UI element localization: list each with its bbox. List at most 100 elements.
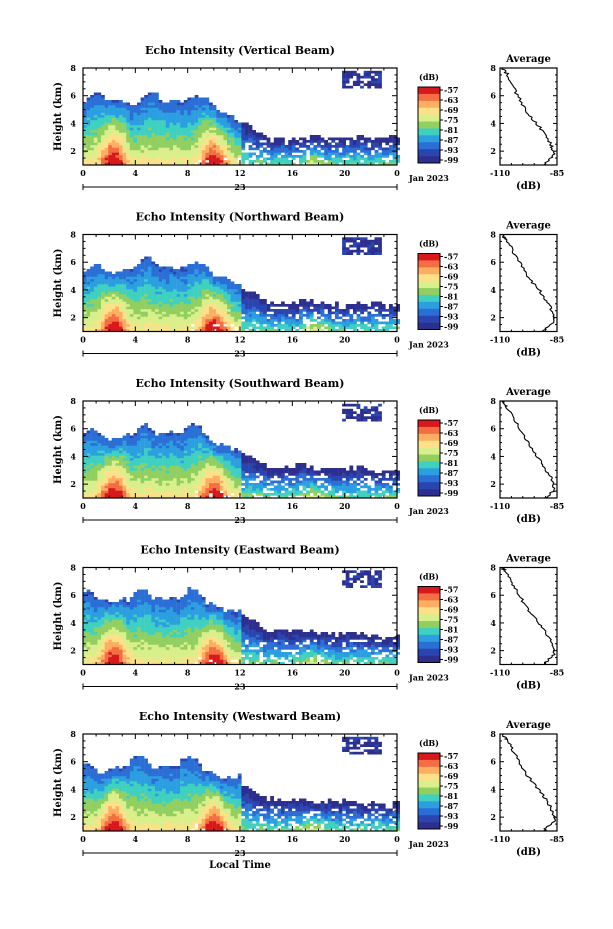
colorbar-tick-label: -99 bbox=[444, 655, 459, 665]
colorbar-swatch bbox=[418, 634, 440, 643]
colorbar-swatch bbox=[418, 135, 440, 143]
x-tick-label: 0 bbox=[394, 668, 400, 678]
colorbar-swatch bbox=[418, 787, 440, 795]
y-tick-label: 4 bbox=[70, 618, 76, 628]
profile-line bbox=[500, 567, 556, 665]
colorbar-swatch bbox=[418, 794, 440, 802]
x-tick-label: 4 bbox=[133, 834, 139, 844]
x-tick-label: 12 bbox=[234, 168, 245, 178]
y-tick-label: 4 bbox=[70, 285, 76, 295]
panel-title: Echo Intensity (Northward Beam) bbox=[136, 211, 345, 224]
x-tick-label: 0 bbox=[80, 168, 86, 178]
colorbar-tick-label: -87 bbox=[444, 635, 458, 645]
y-tick-label: 8 bbox=[70, 729, 76, 739]
colorbar-swatch bbox=[418, 274, 440, 282]
y-axis-label: Height (km) bbox=[53, 249, 64, 318]
date-month: Jan 2023 bbox=[408, 506, 449, 516]
profile-title: Average bbox=[505, 221, 551, 232]
x-axis: 0 4 8 12 16 20 0 23 Jan 2023 bbox=[80, 68, 449, 192]
x-tick-label: 0 bbox=[80, 834, 86, 844]
x-tick-label: 12 bbox=[234, 834, 245, 844]
x-tick-label: 16 bbox=[287, 501, 299, 511]
colorbar-swatch bbox=[418, 149, 440, 157]
profile-y-tick-label: 4 bbox=[490, 285, 496, 295]
colorbar-swatch bbox=[418, 482, 440, 490]
profile-x-tick-label: -85 bbox=[550, 501, 564, 511]
colorbar-swatch bbox=[418, 93, 440, 102]
profile-y-tick-label: 2 bbox=[490, 646, 496, 656]
x-tick-label: 0 bbox=[80, 335, 86, 345]
colorbar-swatch bbox=[418, 128, 440, 136]
profile-y-tick-label: 6 bbox=[490, 590, 496, 600]
colorbar-swatch bbox=[418, 107, 440, 115]
profile-y-tick-label: 8 bbox=[490, 729, 496, 739]
colorbar-tick-label: -87 bbox=[444, 468, 458, 478]
date-month: Jan 2023 bbox=[408, 173, 449, 183]
y-tick-label: 4 bbox=[70, 451, 76, 461]
colorbar-swatch bbox=[418, 142, 440, 150]
colorbar-tick-label: -75 bbox=[444, 115, 458, 125]
colorbar-swatch bbox=[418, 156, 440, 164]
colorbar-swatch bbox=[418, 468, 440, 476]
colorbar-swatch bbox=[418, 322, 440, 330]
colorbar-swatch bbox=[418, 288, 440, 296]
x-tick-label: 12 bbox=[234, 501, 245, 511]
profile-y-tick-label: 2 bbox=[490, 812, 496, 822]
x-axis: 0 4 8 12 16 20 0 23 Jan 2023 bbox=[80, 567, 449, 692]
colorbar-tick-label: -81 bbox=[444, 625, 458, 635]
x-tick-label: 8 bbox=[185, 668, 191, 678]
x-tick-label: 16 bbox=[287, 668, 299, 678]
x-tick-label: 4 bbox=[133, 335, 139, 345]
x-tick-label: 4 bbox=[133, 668, 139, 678]
profile-y-tick-label: 4 bbox=[490, 618, 496, 628]
profile-y-tick-label: 4 bbox=[490, 118, 496, 128]
colorbar-tick-label: -75 bbox=[444, 282, 458, 292]
colorbar-tick-label: -81 bbox=[444, 292, 458, 302]
y-tick-label: 2 bbox=[70, 812, 76, 822]
colorbar-swatch bbox=[418, 420, 440, 428]
y-axis: 2 4 6 8 Height (km) bbox=[53, 563, 397, 665]
colorbar-tick-label: -93 bbox=[444, 811, 459, 821]
y-axis-label: Height (km) bbox=[53, 82, 64, 151]
colorbar: (dB) -57-63-69-75-81-87-93-99 bbox=[417, 72, 459, 165]
heatmap bbox=[83, 70, 400, 166]
average-profile: Average 2 4 6 8 -110 -85 (dB) bbox=[490, 221, 564, 359]
profile-y-tick-label: 2 bbox=[490, 146, 496, 156]
x-axis: 0 4 8 12 16 20 0 23 Jan 2023 bbox=[80, 401, 449, 525]
colorbar-tick-label: -69 bbox=[444, 771, 459, 781]
x-tick-label: 20 bbox=[339, 168, 351, 178]
profile-line bbox=[500, 67, 556, 166]
date-day: 23 bbox=[234, 349, 246, 359]
heatmap bbox=[83, 237, 400, 332]
colorbar-tick-label: -57 bbox=[444, 751, 458, 761]
colorbar-swatch bbox=[418, 627, 440, 636]
x-tick-label: 0 bbox=[394, 501, 400, 511]
colorbar-swatch bbox=[418, 773, 440, 781]
y-tick-label: 8 bbox=[70, 563, 76, 573]
profile-line bbox=[501, 233, 556, 332]
panel-title: Echo Intensity (Vertical Beam) bbox=[145, 44, 335, 57]
profile-x-tick-label: -85 bbox=[550, 834, 564, 844]
profile-x-label: (dB) bbox=[516, 348, 541, 359]
panel-2: Echo Intensity (Northward Beam)0 4 8 12 16 20… bbox=[53, 211, 564, 359]
colorbar-swatch bbox=[418, 607, 440, 615]
profile-title: Average bbox=[505, 554, 551, 565]
x-tick-label: 0 bbox=[394, 168, 400, 178]
x-tick-label: 0 bbox=[394, 834, 400, 844]
average-profile: Average 2 4 6 8 -110 -85 (dB) bbox=[490, 54, 564, 192]
y-axis: 2 4 6 8 Height (km) bbox=[53, 230, 397, 332]
colorbar-swatch bbox=[418, 475, 440, 483]
colorbar-swatch bbox=[418, 121, 440, 129]
colorbar-swatch bbox=[418, 461, 440, 469]
colorbar-unit: (dB) bbox=[419, 572, 439, 582]
y-tick-label: 6 bbox=[70, 257, 76, 267]
y-axis: 2 4 6 8 Height (km) bbox=[53, 729, 397, 832]
colorbar-tick-label: -99 bbox=[444, 821, 459, 831]
x-tick-label: 20 bbox=[339, 834, 351, 844]
y-axis-label: Height (km) bbox=[53, 748, 64, 817]
colorbar: (dB) -57-63-69-75-81-87-93-99 bbox=[417, 572, 459, 665]
colorbar-tick-label: -93 bbox=[444, 312, 459, 322]
colorbar-tick-label: -69 bbox=[444, 438, 459, 448]
colorbar-swatch bbox=[418, 447, 440, 455]
colorbar-tick-label: -99 bbox=[444, 155, 459, 165]
